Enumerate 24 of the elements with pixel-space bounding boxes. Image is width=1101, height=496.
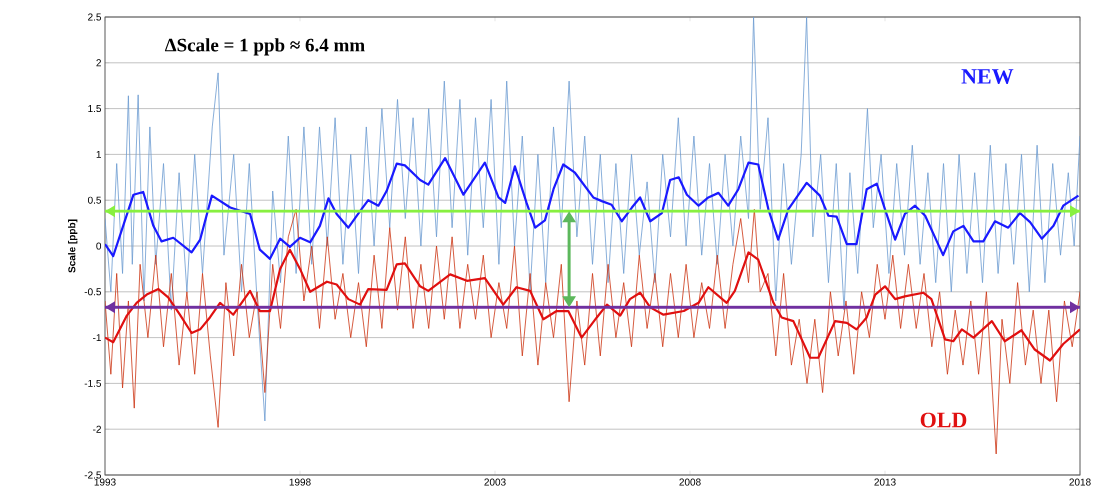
line-series: [105, 248, 1081, 362]
y-tick-label: -2: [93, 425, 101, 433]
y-tick-label: -1: [93, 334, 101, 342]
x-tick-label: 2018: [1069, 478, 1091, 486]
x-tick-label: 2003: [484, 478, 506, 486]
y-axis-title: Scale [ppb]: [68, 219, 78, 273]
y-tick-label: 1.5: [88, 105, 102, 113]
text: NEW: [961, 69, 1014, 84]
y-tick-label: 2.5: [88, 13, 102, 21]
x-tick-label: 1998: [289, 478, 311, 486]
y-tick-label: 1: [96, 150, 101, 158]
y-tick-label: 0: [96, 242, 102, 250]
y-tick-label: -2.5: [84, 471, 102, 479]
x-tick-label: 2008: [679, 478, 701, 486]
y-tick-label: 2: [96, 59, 101, 67]
line-series: [105, 156, 1080, 260]
line-series: [105, 208, 1081, 455]
text: OLD: [920, 412, 967, 428]
y-tick-label: -0.5: [84, 288, 102, 296]
x-tick-label: 2013: [874, 478, 896, 486]
y-tick-label: 0.5: [87, 196, 102, 204]
y-tick-label: -1.5: [84, 379, 102, 387]
annotation: ΔScale = 1 ppb ≈ 6.4 mm: [164, 38, 365, 56]
x-tick-label: 1993: [94, 478, 116, 486]
